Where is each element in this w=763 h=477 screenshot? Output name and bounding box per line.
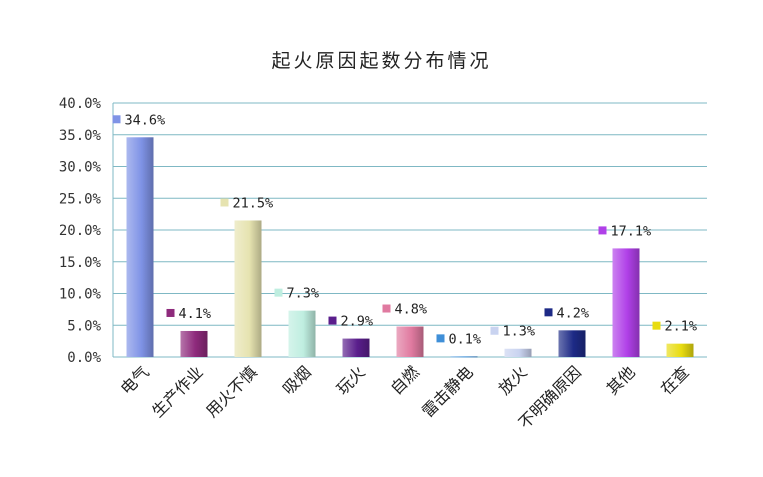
x-tick-label: 放火 [495, 362, 531, 398]
bar-label-key-0 [112, 115, 121, 124]
y-tick-label: 40.0% [59, 96, 102, 112]
y-tick-label: 35.0% [59, 128, 102, 144]
y-tick-label: 10.0% [59, 287, 102, 303]
data-label-10: 2.1% [665, 319, 698, 335]
x-tick-label: 生产作业 [148, 362, 207, 421]
y-tick-label: 0.0% [67, 350, 101, 366]
bar-9 [612, 248, 640, 357]
bar-label-key-3 [274, 288, 283, 297]
bar-2 [234, 220, 262, 357]
bar-7 [504, 348, 532, 357]
x-tick-label: 雷击静电 [418, 362, 477, 421]
y-tick-label: 5.0% [67, 318, 101, 334]
bar-3 [288, 310, 316, 357]
bar-0 [126, 137, 154, 357]
data-label-6: 0.1% [449, 331, 482, 347]
x-tick-label: 吸烟 [279, 362, 315, 398]
data-label-4: 2.9% [341, 314, 374, 330]
bar-label-key-4 [328, 316, 337, 325]
data-label-1: 4.1% [179, 306, 212, 322]
data-label-8: 4.2% [557, 305, 590, 321]
x-tick-label: 用火不慎 [202, 362, 261, 421]
chart-title: 起火原因起数分布情况 [271, 50, 492, 72]
bar-label-key-5 [382, 304, 391, 313]
bar-1 [180, 330, 208, 357]
x-tick-label: 自燃 [387, 362, 423, 398]
x-tick-label: 在查 [657, 362, 693, 398]
data-label-0: 34.6% [125, 112, 166, 128]
data-label-5: 4.8% [395, 302, 428, 318]
bar-label-key-7 [490, 326, 499, 335]
data-label-7: 1.3% [503, 324, 536, 340]
data-label-2: 21.5% [233, 195, 274, 211]
bar-6 [450, 356, 478, 358]
bar-label-key-9 [598, 226, 607, 235]
x-tick-label: 其他 [603, 362, 639, 398]
y-tick-label: 15.0% [59, 255, 102, 271]
y-tick-label: 20.0% [59, 223, 102, 239]
bar-label-key-10 [652, 321, 661, 330]
y-tick-label: 25.0% [59, 191, 102, 207]
bar-10 [666, 343, 694, 357]
bar-label-key-6 [436, 334, 445, 343]
bar-label-key-1 [166, 308, 175, 317]
bar-label-key-8 [544, 308, 553, 317]
bar-8 [558, 330, 586, 357]
data-label-9: 17.1% [611, 223, 652, 239]
bar-4 [342, 338, 370, 357]
y-tick-label: 30.0% [59, 160, 102, 176]
bar-5 [396, 326, 424, 357]
x-tick-label: 玩火 [333, 362, 369, 398]
data-label-3: 7.3% [287, 286, 320, 302]
bar-label-key-2 [220, 198, 229, 207]
x-tick-label: 电气 [117, 362, 153, 398]
